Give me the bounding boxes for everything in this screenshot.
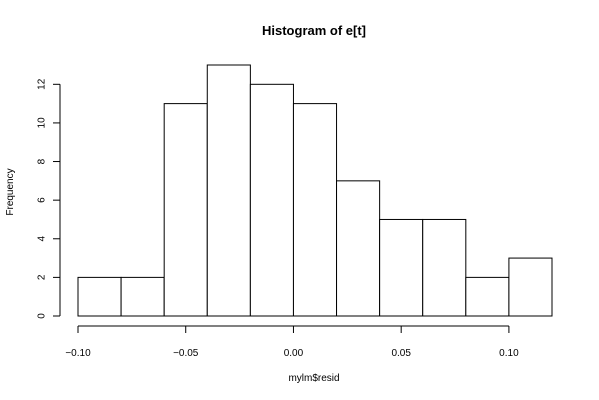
x-tick-label-5: 0.10 (499, 348, 519, 359)
chart-title: Histogram of e[t] (262, 23, 366, 38)
y-ticks-layer: 0 2 4 6 8 10 12 (37, 78, 60, 319)
y-tick-label-1: 0 (37, 313, 48, 319)
y-tick-label-5: 8 (37, 158, 48, 164)
histogram-bar-11 (508, 257, 553, 317)
histogram-bar-6 (292, 103, 338, 317)
x-ticks-layer: −0.10 −0.05 0.00 0.05 0.10 (65, 326, 519, 359)
histogram-bar-8 (379, 218, 424, 317)
x-tick-label-4: 0.05 (391, 348, 411, 359)
histogram-bar-9 (422, 218, 467, 317)
y-tick-label-2: 2 (37, 274, 48, 280)
histogram-bar-10 (465, 276, 510, 317)
y-tick-label-7: 12 (37, 78, 48, 90)
histogram-bar-3 (163, 103, 208, 317)
histogram-bar-4 (206, 64, 251, 317)
x-tick-label-1: −0.10 (65, 348, 91, 359)
histogram-bar-5 (249, 83, 294, 317)
y-axis-label: Frequency (5, 168, 16, 215)
bars-layer (77, 64, 553, 317)
y-tick-label-3: 4 (37, 236, 48, 242)
histogram-bar-7 (336, 180, 381, 317)
histogram-bar-2 (120, 276, 165, 317)
x-tick-label-2: −0.05 (173, 348, 199, 359)
y-tick-label-4: 6 (37, 197, 48, 203)
x-tick-label-3: 0.00 (284, 348, 304, 359)
x-axis-label: mylm$resid (288, 373, 339, 384)
y-tick-label-6: 10 (37, 117, 48, 129)
histogram-bar-1 (77, 276, 122, 317)
